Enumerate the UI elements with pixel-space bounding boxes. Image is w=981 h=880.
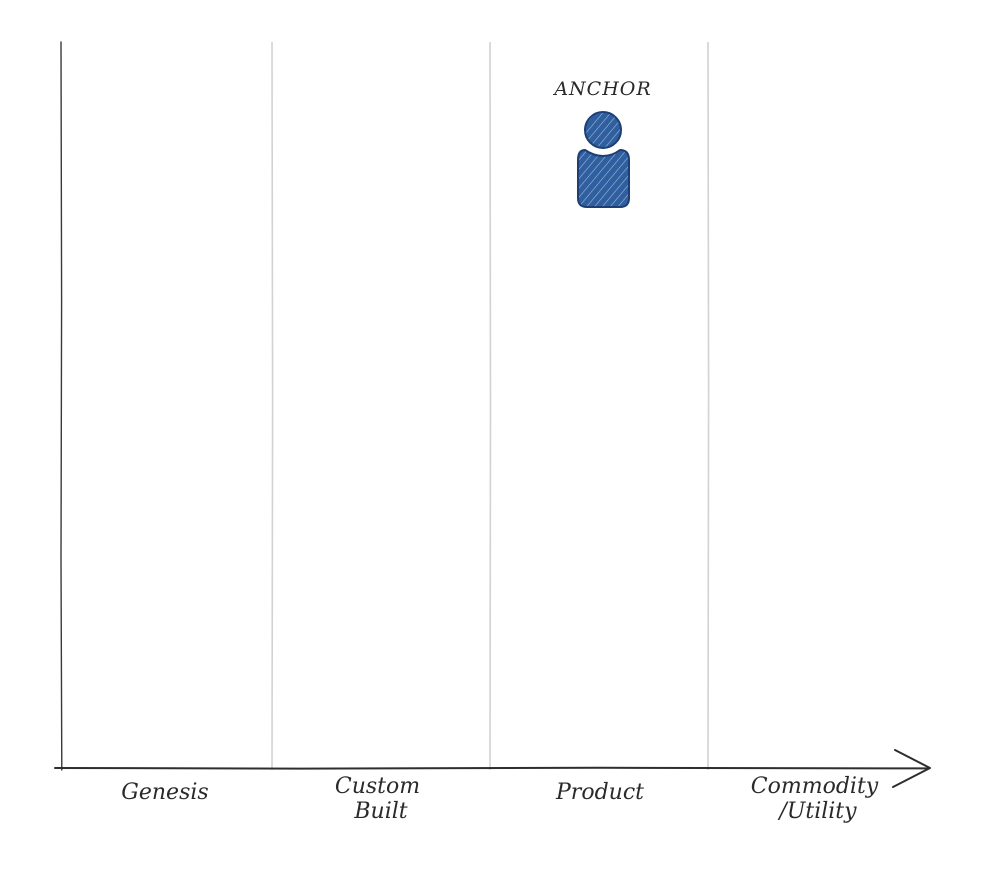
evolution-axis [54,749,931,788]
anchor[interactable]: ANCHOR [552,78,651,208]
anchor-label: ANCHOR [552,78,651,100]
y-axis-line [60,41,63,771]
axis-arrow-icon [892,749,931,788]
stage-divider-3 [707,41,710,771]
x-axis-line [54,766,929,770]
stage-gridlines [60,41,710,771]
person-icon [577,111,630,208]
stage-label-commodity-utility: Commodity /Utility [751,774,885,824]
stage-label-genesis: Genesis [121,780,208,805]
stage-labels: Genesis Custom Built Product Commodity /… [121,774,885,824]
stage-label-product: Product [555,780,644,805]
stage-divider-1 [271,41,274,771]
stage-label-custom-built: Custom Built [335,774,427,824]
stage-divider-2 [489,41,492,771]
